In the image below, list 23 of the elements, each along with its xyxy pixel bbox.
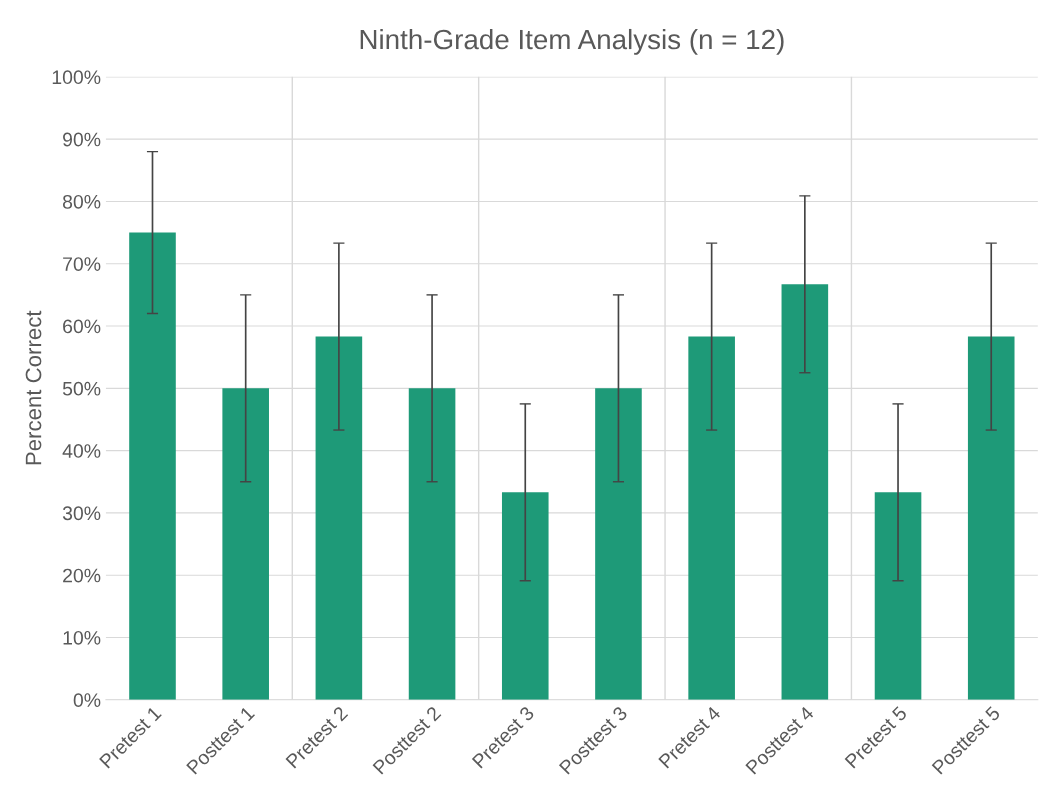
- bar: [595, 388, 642, 700]
- y-tick-label: 20%: [63, 568, 101, 583]
- bar: [781, 284, 829, 700]
- bar: [408, 388, 456, 700]
- bar: [688, 336, 735, 700]
- bar: [501, 492, 549, 700]
- y-axis-title: Percent Correct: [25, 310, 42, 465]
- bar: [874, 492, 922, 700]
- y-tick-label: 40%: [62, 444, 101, 458]
- y-tick-label: 90%: [63, 132, 101, 147]
- y-tick-label: 80%: [62, 194, 101, 209]
- bar: [315, 336, 363, 700]
- y-tick-label: 10%: [63, 630, 101, 645]
- chart-title: Ninth-Grade Item Analysis (n = 12): [360, 28, 784, 55]
- y-tick-label: 100%: [52, 70, 101, 85]
- bar: [967, 336, 1015, 700]
- bar: [222, 388, 269, 700]
- y-tick-label: 0%: [73, 693, 101, 708]
- y-tick-label: 50%: [62, 381, 101, 396]
- y-tick-label: 70%: [63, 257, 101, 271]
- bar: [129, 232, 176, 700]
- y-tick-label: 30%: [62, 506, 101, 521]
- y-tick-label: 60%: [63, 319, 101, 334]
